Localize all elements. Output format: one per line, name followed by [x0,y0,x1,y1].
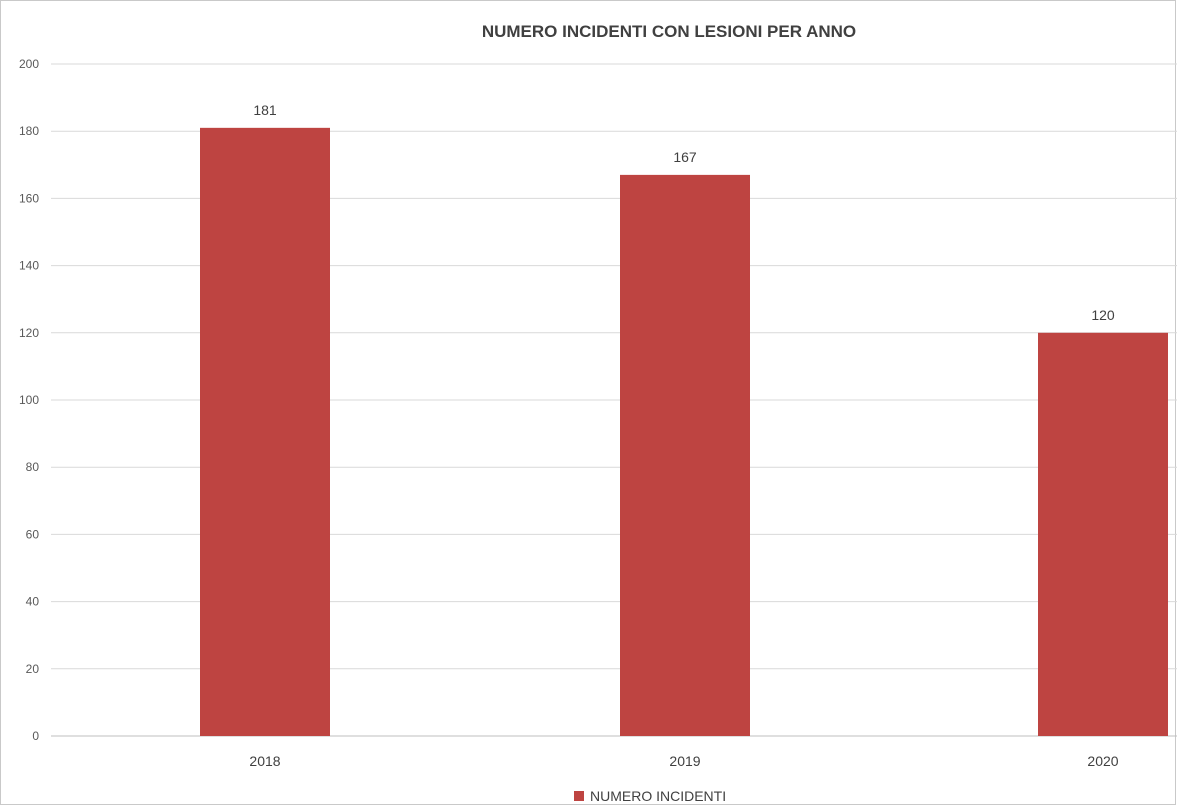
y-tick-label: 180 [19,124,39,138]
y-tick-label: 40 [26,595,40,609]
y-tick-label: 160 [19,191,39,205]
x-axis-ticks: 2018 2019 2020 [249,753,1118,769]
chart-title: NUMERO INCIDENTI CON LESIONI PER ANNO [482,22,856,41]
bar-2018 [200,127,330,737]
data-label-2018: 181 [253,102,277,118]
y-tick-label: 120 [19,326,39,340]
y-tick-label: 140 [19,259,39,273]
y-tick-label: 0 [32,729,39,743]
x-tick-label-2019: 2019 [669,753,700,769]
legend-label: NUMERO INCIDENTI [590,788,726,804]
data-label-2020: 120 [1091,307,1115,323]
legend: NUMERO INCIDENTI [574,788,726,804]
bar-2019 [620,174,750,736]
y-tick-label: 20 [26,662,40,676]
y-tick-label: 100 [19,393,39,407]
y-axis-ticks: 0 20 40 60 80 100 120 140 160 180 200 [19,57,39,743]
y-tick-label: 80 [26,460,40,474]
legend-swatch [574,791,584,801]
y-tick-label: 60 [26,527,40,541]
bars [200,127,1168,737]
x-tick-label-2018: 2018 [249,753,280,769]
y-tick-label: 200 [19,57,39,71]
bar-2020 [1038,332,1168,736]
x-tick-label-2020: 2020 [1087,753,1118,769]
data-label-2019: 167 [673,149,697,165]
data-labels: 181 167 120 [253,102,1115,323]
